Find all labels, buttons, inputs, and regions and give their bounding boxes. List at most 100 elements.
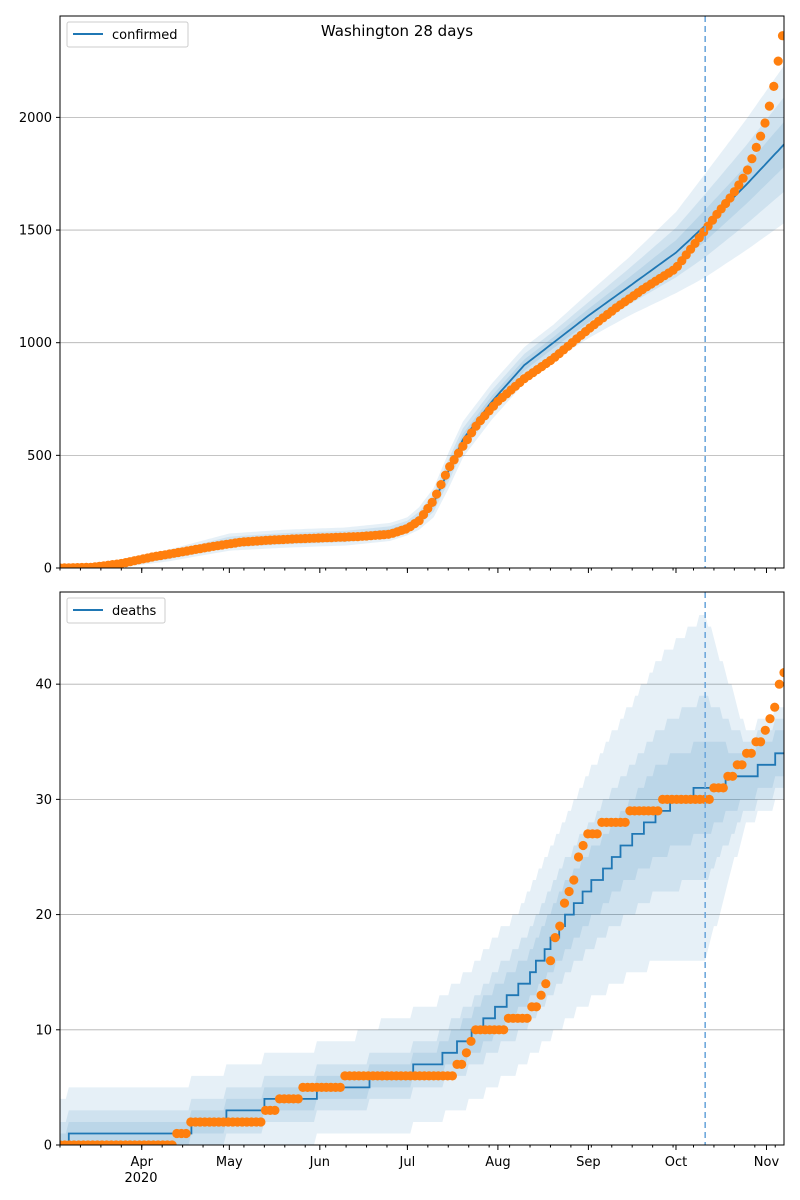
- legend-label: deaths: [112, 604, 157, 619]
- chart-title: Washington 28 days: [321, 22, 473, 40]
- observed-point: [461, 1048, 471, 1058]
- observed-point: [718, 783, 728, 793]
- legend-box: [66, 21, 189, 48]
- y-tick-label: 1000: [19, 336, 52, 351]
- observed-point: [167, 1140, 177, 1145]
- observed-point: [760, 118, 770, 128]
- observed-point: [770, 702, 780, 712]
- x-tick-label: Apr: [130, 1155, 153, 1170]
- observed-point: [756, 737, 766, 747]
- observed-point: [447, 1071, 457, 1081]
- observed-point: [181, 1128, 191, 1139]
- uncertainty-band-1: [60, 121, 784, 568]
- observed-point: [737, 760, 747, 770]
- observed-point: [270, 1105, 280, 1115]
- deaths-legend: deaths: [66, 597, 166, 624]
- observed-point: [777, 31, 784, 41]
- deaths-panel: 0 10 20 30 40 Apr May Jun Jul Aug Sep Oct Nov: [35, 591, 785, 1170]
- observed-point: [774, 679, 784, 689]
- x-tick-label: May: [216, 1155, 243, 1170]
- observed-point: [756, 131, 766, 141]
- observed-point: [653, 806, 663, 816]
- observed-point: [531, 1002, 542, 1012]
- observed-point: [545, 956, 556, 966]
- y-tick-label: 20: [35, 908, 52, 923]
- observed-point: [742, 165, 753, 175]
- observed-points: [60, 31, 784, 568]
- observed-point: [499, 1025, 509, 1035]
- observed-point: [729, 187, 740, 197]
- observed-point: [760, 725, 770, 735]
- plot-frame: [59, 15, 785, 569]
- observed-point: [541, 979, 551, 989]
- observed-point: [728, 771, 738, 781]
- plot-frame: [59, 591, 785, 1146]
- observed-point: [564, 886, 574, 897]
- observed-points: [60, 668, 784, 1145]
- observed-point: [467, 428, 477, 438]
- observed-point: [256, 1117, 266, 1127]
- observed-point: [432, 489, 442, 499]
- confirmed-panel: 0 500 1000 1500 2000: [19, 15, 785, 577]
- observed-point: [569, 875, 579, 885]
- observed-point: [751, 142, 761, 152]
- year-label: 2020: [124, 1171, 157, 1186]
- observed-point: [449, 455, 459, 465]
- x-tick-label: Aug: [485, 1155, 510, 1170]
- observed-point: [427, 497, 437, 507]
- confirmed-legend: confirmed: [66, 21, 189, 48]
- x-tick-label: Jul: [399, 1155, 416, 1170]
- observed-point: [522, 1013, 532, 1023]
- observed-point: [738, 173, 748, 183]
- observed-point: [769, 81, 779, 91]
- uncertainty-band-1: [60, 730, 784, 1145]
- observed-point: [592, 829, 602, 839]
- y-tick-label: 10: [35, 1023, 52, 1038]
- observed-point: [559, 898, 570, 908]
- x-tick-label: Jun: [309, 1155, 330, 1170]
- uncertainty-band-3: [60, 615, 784, 1145]
- legend-box: [66, 597, 166, 624]
- y-tick-label: 1500: [19, 224, 52, 239]
- legend-label: confirmed: [112, 28, 178, 43]
- x-tick-label: Sep: [576, 1155, 601, 1170]
- y-tick-label: 500: [27, 449, 52, 464]
- observed-point: [293, 1094, 303, 1104]
- observed-point: [779, 668, 784, 678]
- observed-point: [578, 840, 588, 851]
- observed-point: [335, 1082, 345, 1092]
- observed-point: [746, 748, 756, 758]
- observed-point: [773, 56, 783, 66]
- observed-point: [704, 794, 714, 805]
- observed-point: [457, 1059, 467, 1069]
- x-tick-label: Oct: [665, 1155, 687, 1170]
- y-tick-label: 2000: [19, 111, 52, 126]
- observed-point: [440, 470, 450, 480]
- y-tick-label: 40: [35, 678, 52, 693]
- observed-point: [620, 817, 630, 828]
- observed-point: [462, 435, 472, 445]
- observed-point: [747, 154, 757, 164]
- observed-point: [453, 448, 464, 458]
- observed-point: [765, 714, 775, 724]
- x-tick-label: Nov: [754, 1155, 780, 1170]
- y-tick-label: 30: [35, 793, 52, 808]
- observed-point: [536, 990, 546, 1000]
- observed-point: [764, 101, 775, 111]
- y-tick-label: 0: [44, 1139, 52, 1154]
- observed-point: [466, 1036, 476, 1046]
- observed-point: [445, 462, 455, 472]
- deaths-model-line: [60, 752, 784, 1145]
- uncertainty-band-2: [60, 695, 784, 1145]
- observed-point: [550, 933, 560, 943]
- observed-point: [436, 480, 446, 490]
- observed-point: [573, 852, 584, 862]
- observed-point: [458, 441, 468, 451]
- uncertainty-band-3: [60, 65, 784, 568]
- observed-point: [555, 921, 565, 931]
- observed-point: [734, 180, 744, 190]
- y-tick-label: 0: [44, 562, 52, 577]
- uncertainty-band-2: [60, 97, 784, 568]
